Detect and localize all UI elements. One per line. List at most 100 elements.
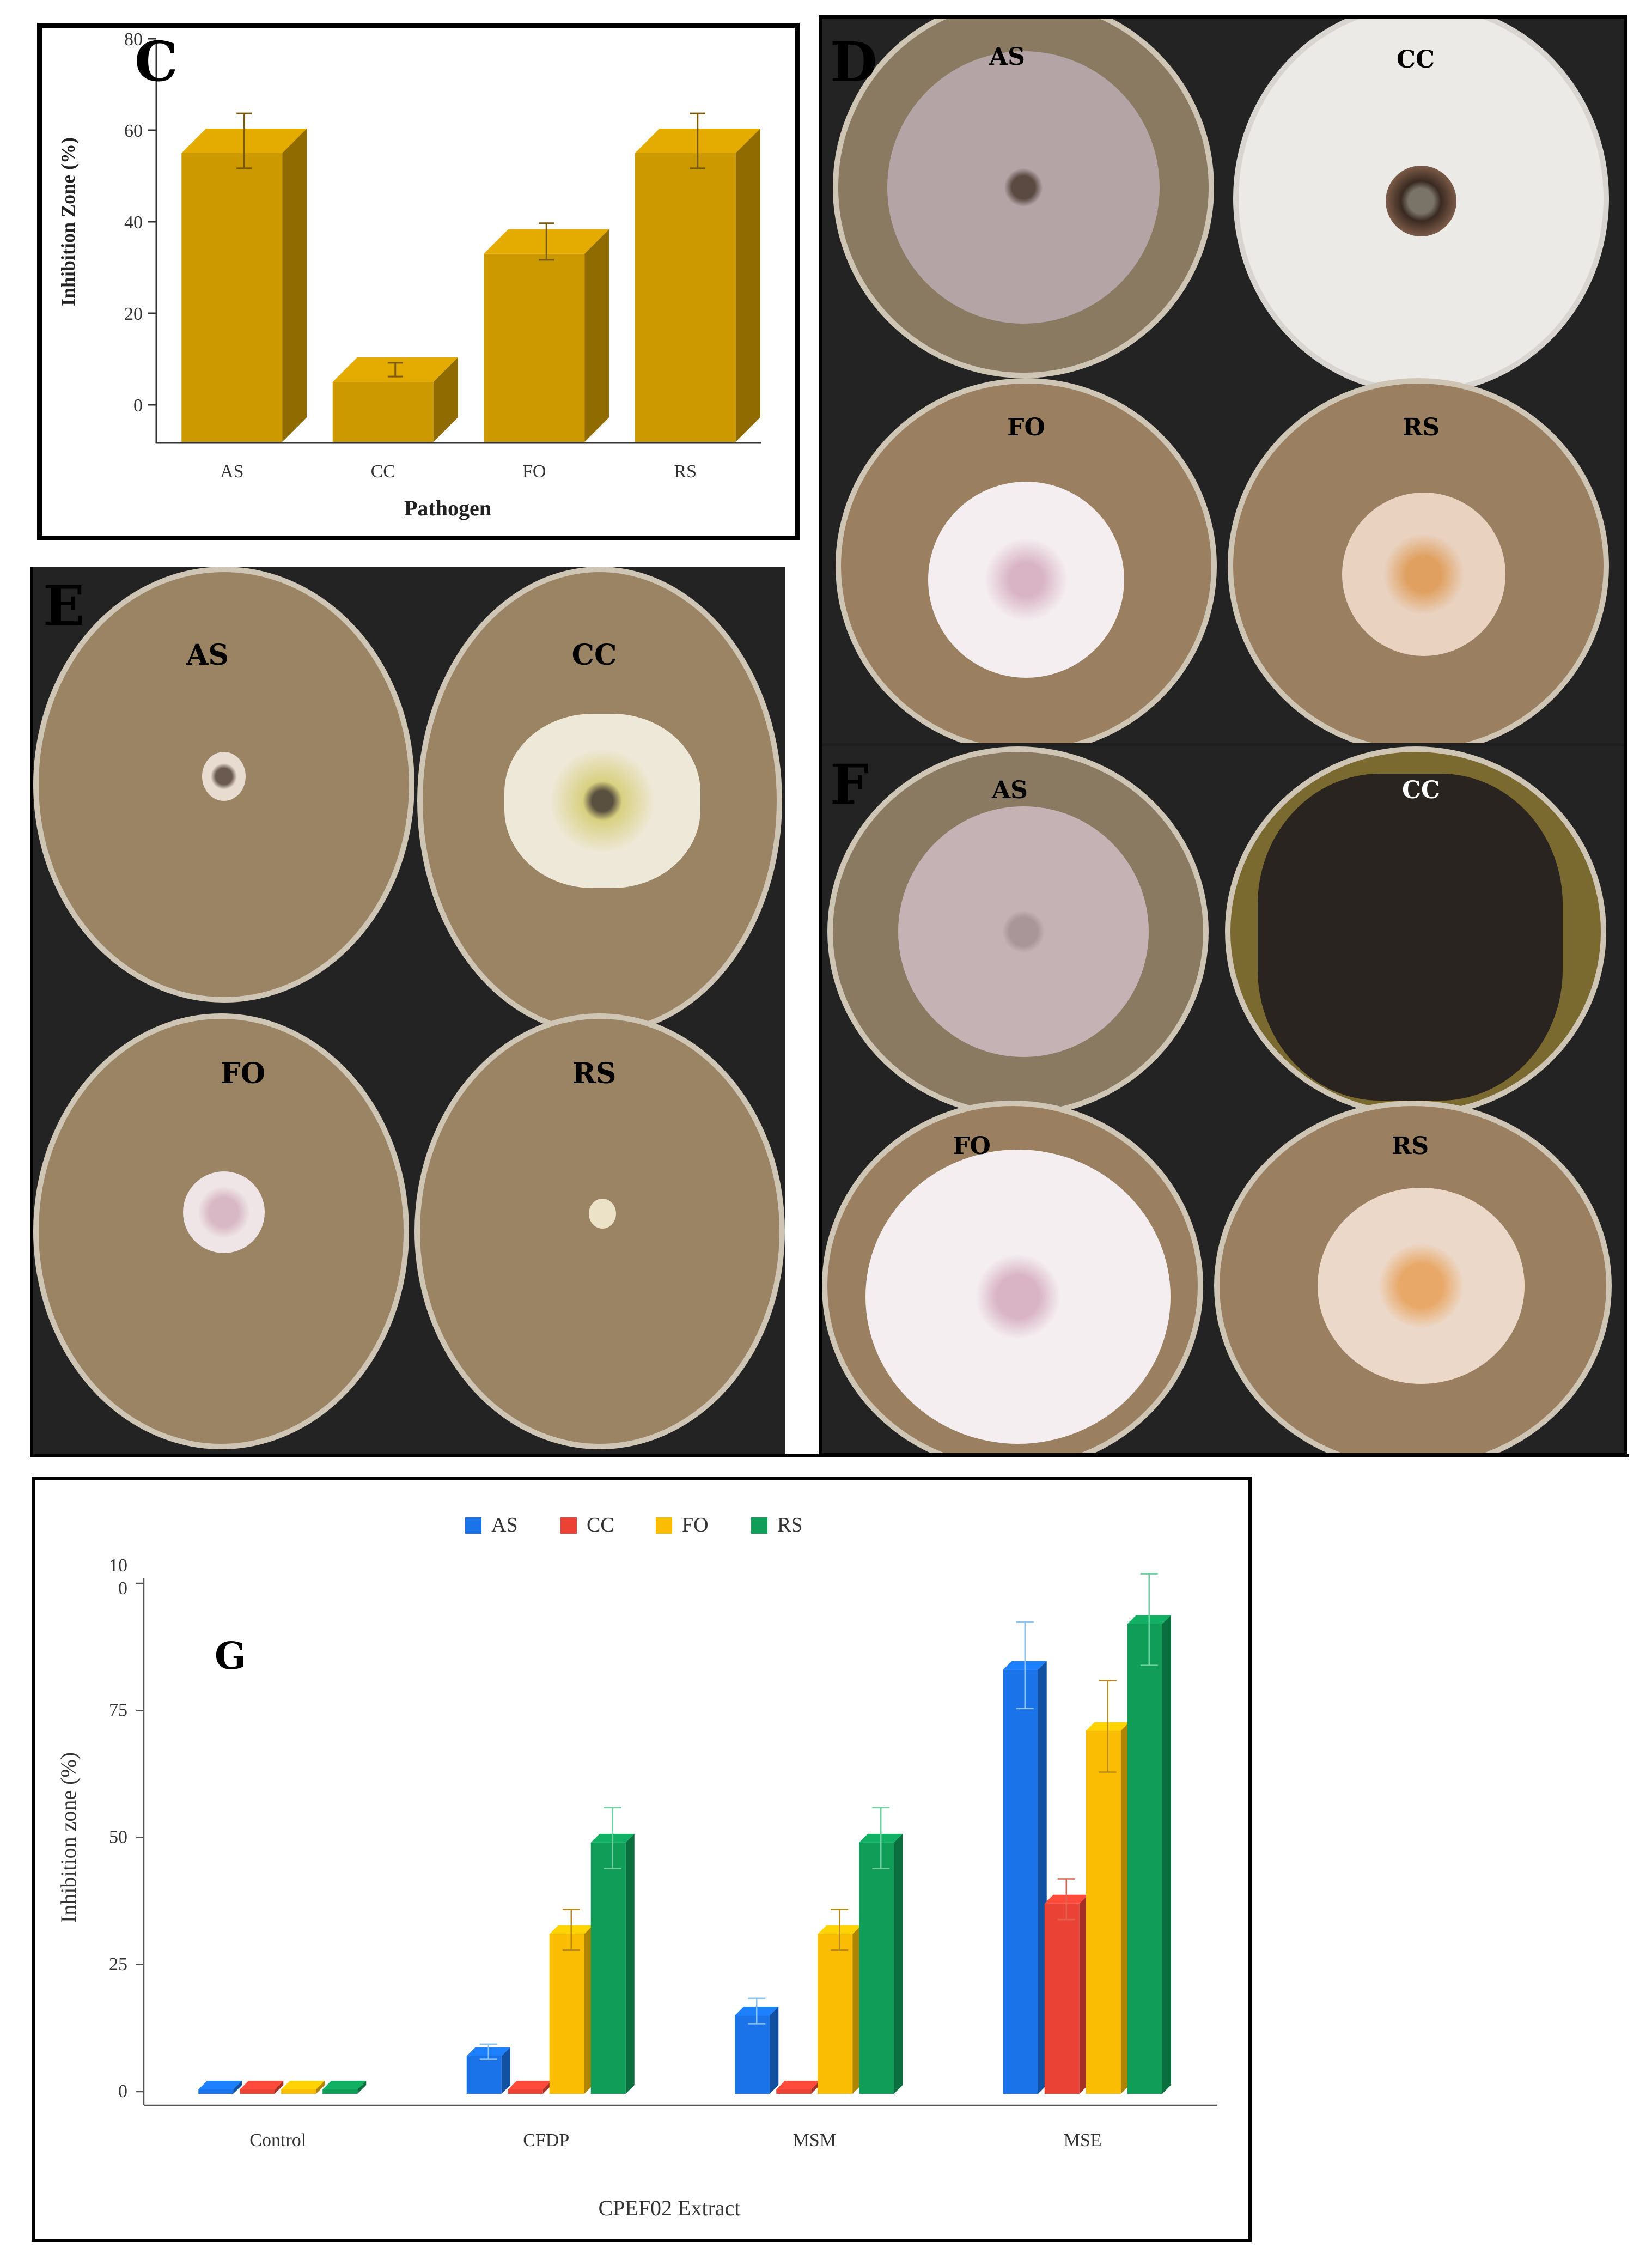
colony-f-rs xyxy=(1318,1188,1525,1384)
plate-d-rs xyxy=(1228,378,1609,743)
colony-e-as xyxy=(202,752,246,801)
colony-f-as xyxy=(898,806,1149,1057)
plate-label-e-as: AS xyxy=(186,639,229,672)
error-bar-rs xyxy=(690,112,705,169)
bar-as-front xyxy=(181,153,283,442)
error-bar-cfdp-fo xyxy=(562,1909,580,1951)
plate-d-as xyxy=(833,19,1214,378)
plate-f-rs xyxy=(1214,1101,1612,1453)
plate-e-fo xyxy=(33,1013,409,1449)
chart-c: 0 20 40 60 80 AS CC FO RS Pathogen Inhibition Zone… xyxy=(57,29,761,520)
legend-swatch-as xyxy=(465,1517,481,1534)
plate-f-as xyxy=(827,746,1209,1117)
panel-label-e: E xyxy=(43,574,85,638)
bar-control-rs-top xyxy=(322,2081,367,2089)
panel-c: 0 20 40 60 80 AS CC FO RS Pathogen Inhibition Zone… xyxy=(37,23,800,540)
colony-d-fo xyxy=(928,482,1124,678)
bar-control-rs-side xyxy=(357,2081,367,2094)
bar-control-cc xyxy=(240,2081,284,2094)
panel-label-d: D xyxy=(830,30,877,94)
bar-fo-side xyxy=(584,229,609,442)
bar-control-as xyxy=(198,2081,242,2094)
plate-label-f-rs: RS xyxy=(1391,1132,1429,1160)
y-tick-label: 10 0 xyxy=(109,1556,127,1599)
plate-f-cc xyxy=(1225,746,1606,1117)
bar-msm-cc-front xyxy=(776,2089,812,2094)
bar-control-rs-front xyxy=(322,2089,358,2094)
panel-label-g: G xyxy=(215,1635,247,1678)
colony-f-fo xyxy=(865,1150,1171,1444)
bar-mse-rs xyxy=(1127,1615,1171,2094)
y-tick-label: 50 xyxy=(109,1827,127,1848)
y-tick-label: 0 xyxy=(118,2081,127,2101)
bar-cfdp-rs-front xyxy=(590,1842,626,2094)
bar-mse-as xyxy=(1003,1661,1047,2094)
x-tick-label: MSM xyxy=(793,2130,836,2150)
plate-label-f-as: AS xyxy=(992,776,1028,804)
legend-label-cc: CC xyxy=(587,1514,614,1536)
legend-label-fo: FO xyxy=(682,1514,709,1536)
error-bar-cc xyxy=(387,362,403,378)
bar-msm-rs-front xyxy=(859,1842,894,2094)
plate-label-d-fo: FO xyxy=(1007,414,1045,441)
y-tick-label: 75 xyxy=(109,1700,127,1720)
plate-d-fo xyxy=(836,378,1217,743)
colony-d-cc xyxy=(1386,166,1456,236)
legend-label-rs: RS xyxy=(777,1514,802,1536)
x-axis-title: Pathogen xyxy=(404,496,491,520)
bar-msm-fo-front xyxy=(818,1934,853,2094)
y-tick-label: 80 xyxy=(124,29,143,50)
bar-control-fo xyxy=(281,2081,325,2094)
error-bar-mse-rs xyxy=(1140,1573,1158,1666)
bar-control-fo-front xyxy=(281,2089,316,2094)
legend-label-as: AS xyxy=(491,1514,518,1536)
bar-fo-front xyxy=(484,253,585,442)
y-tick-label: 20 xyxy=(124,304,143,324)
y-tick-label-line: 25 xyxy=(109,1954,127,1974)
error-bar-msm-fo xyxy=(831,1909,849,1951)
colony-e-rs xyxy=(589,1199,616,1229)
y-tick-label: 0 xyxy=(133,396,143,416)
x-tick-label: FO xyxy=(522,461,546,482)
x-tick-label: Control xyxy=(249,2130,306,2150)
error-bar-msm-as xyxy=(748,1997,766,2025)
bar-cc-front xyxy=(332,382,434,442)
bar-control-fo-side xyxy=(316,2081,325,2094)
bar-msm-rs xyxy=(859,1833,903,2094)
bar-mse-cc xyxy=(1044,1894,1088,2094)
bar-cfdp-fo-front xyxy=(549,1934,584,2094)
bar-mse-cc-front xyxy=(1044,1903,1080,2094)
bar-control-as-front xyxy=(198,2089,234,2094)
x-tick-label: AS xyxy=(220,461,243,482)
error-bar-mse-fo xyxy=(1099,1680,1117,1773)
bar-cfdp-rs xyxy=(590,1833,635,2094)
bar-mse-as-front xyxy=(1003,1669,1038,2094)
y-tick-label-line: 0 xyxy=(118,1578,127,1599)
bar-fo xyxy=(484,229,609,442)
bar-msm-cc-top xyxy=(776,2081,820,2089)
bar-cc-side xyxy=(433,357,458,442)
bar-msm-cc xyxy=(776,2081,820,2094)
error-bar-cfdp-as xyxy=(479,2043,497,2060)
bar-control-cc-side xyxy=(275,2081,284,2094)
panel-label-f: F xyxy=(830,752,869,817)
plate-label-d-cc: CC xyxy=(1396,46,1435,74)
bar-rs-front xyxy=(635,153,736,442)
panel-g: 0 25 50 75 10 0 AS CC FO RS Control CFDP MSM MSE CPEF0… xyxy=(32,1477,1252,2242)
bar-cfdp-fo xyxy=(549,1925,593,2094)
colony-e-fo xyxy=(183,1171,265,1253)
error-bar-mse-as xyxy=(1016,1621,1034,1710)
legend-swatch-rs xyxy=(751,1517,767,1534)
error-bar-fo xyxy=(539,222,554,261)
bar-cfdp-as-front xyxy=(466,2056,502,2094)
x-tick-label: CFDP xyxy=(523,2130,569,2150)
plate-label-e-rs: RS xyxy=(572,1057,617,1090)
plate-label-e-fo: FO xyxy=(220,1057,266,1090)
legend-swatch-fo xyxy=(656,1517,672,1534)
bar-as-side xyxy=(282,129,307,442)
plate-label-f-fo: FO xyxy=(953,1132,991,1160)
x-tick-label: MSE xyxy=(1064,2130,1102,2150)
bar-control-rs xyxy=(322,2081,367,2094)
bar-control-cc-top xyxy=(240,2081,284,2089)
